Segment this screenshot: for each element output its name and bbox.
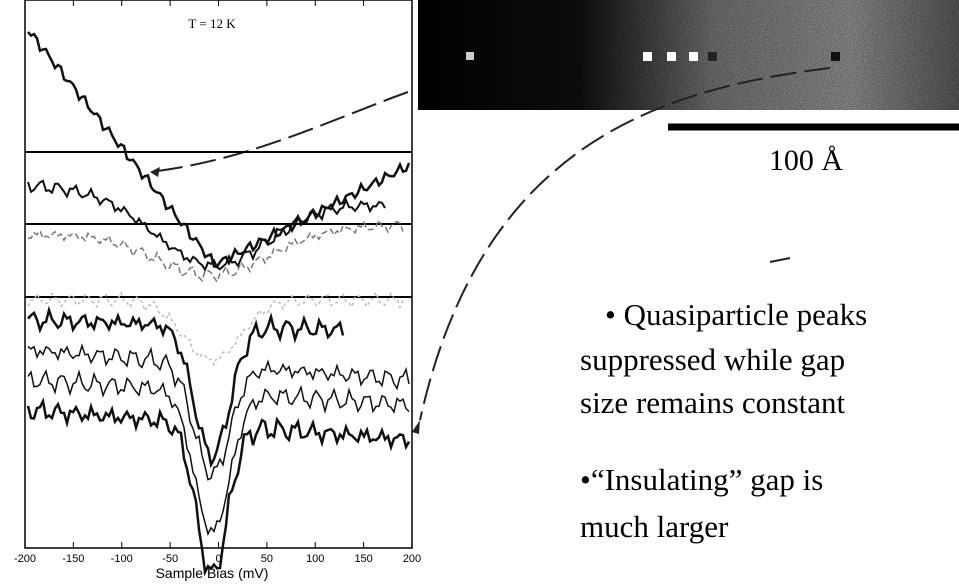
note-line: suppressed while gap (580, 342, 845, 377)
stm-image (418, 0, 959, 110)
x-tick-label: -150 (62, 553, 84, 565)
x-tick-label: 0 (215, 553, 221, 565)
x-tick-label: 200 (403, 553, 421, 565)
x-tick-label: -200 (14, 553, 36, 565)
note-line: •“Insulating” gap is (580, 462, 823, 497)
panel-dividers (25, 152, 412, 297)
x-tick-label: -100 (111, 553, 133, 565)
x-tick-label: 150 (354, 553, 372, 565)
notes: • Quasiparticle peaks suppressed while ga… (580, 297, 867, 544)
slide: 100 Å T = 12 K Sample Bias (mV) • Quasip… (0, 0, 959, 586)
note-line: size remains constant (580, 385, 846, 420)
arrow-head (412, 420, 420, 434)
note-line: much larger (580, 509, 729, 544)
scale-label: 100 Å (769, 144, 844, 177)
arrow-head (150, 167, 160, 177)
spectrum-curve (28, 371, 409, 534)
note-line: • Quasiparticle peaks (605, 297, 867, 332)
spectrum-curve (28, 220, 403, 282)
spectrum-curve (28, 32, 409, 267)
x-tick-label: 50 (261, 553, 273, 565)
plot-title: T = 12 K (188, 16, 236, 31)
x-tick-label: 100 (306, 553, 324, 565)
spectrum-curve (28, 346, 409, 480)
plot-frame (25, 0, 412, 548)
x-tick-label: -50 (162, 553, 178, 565)
